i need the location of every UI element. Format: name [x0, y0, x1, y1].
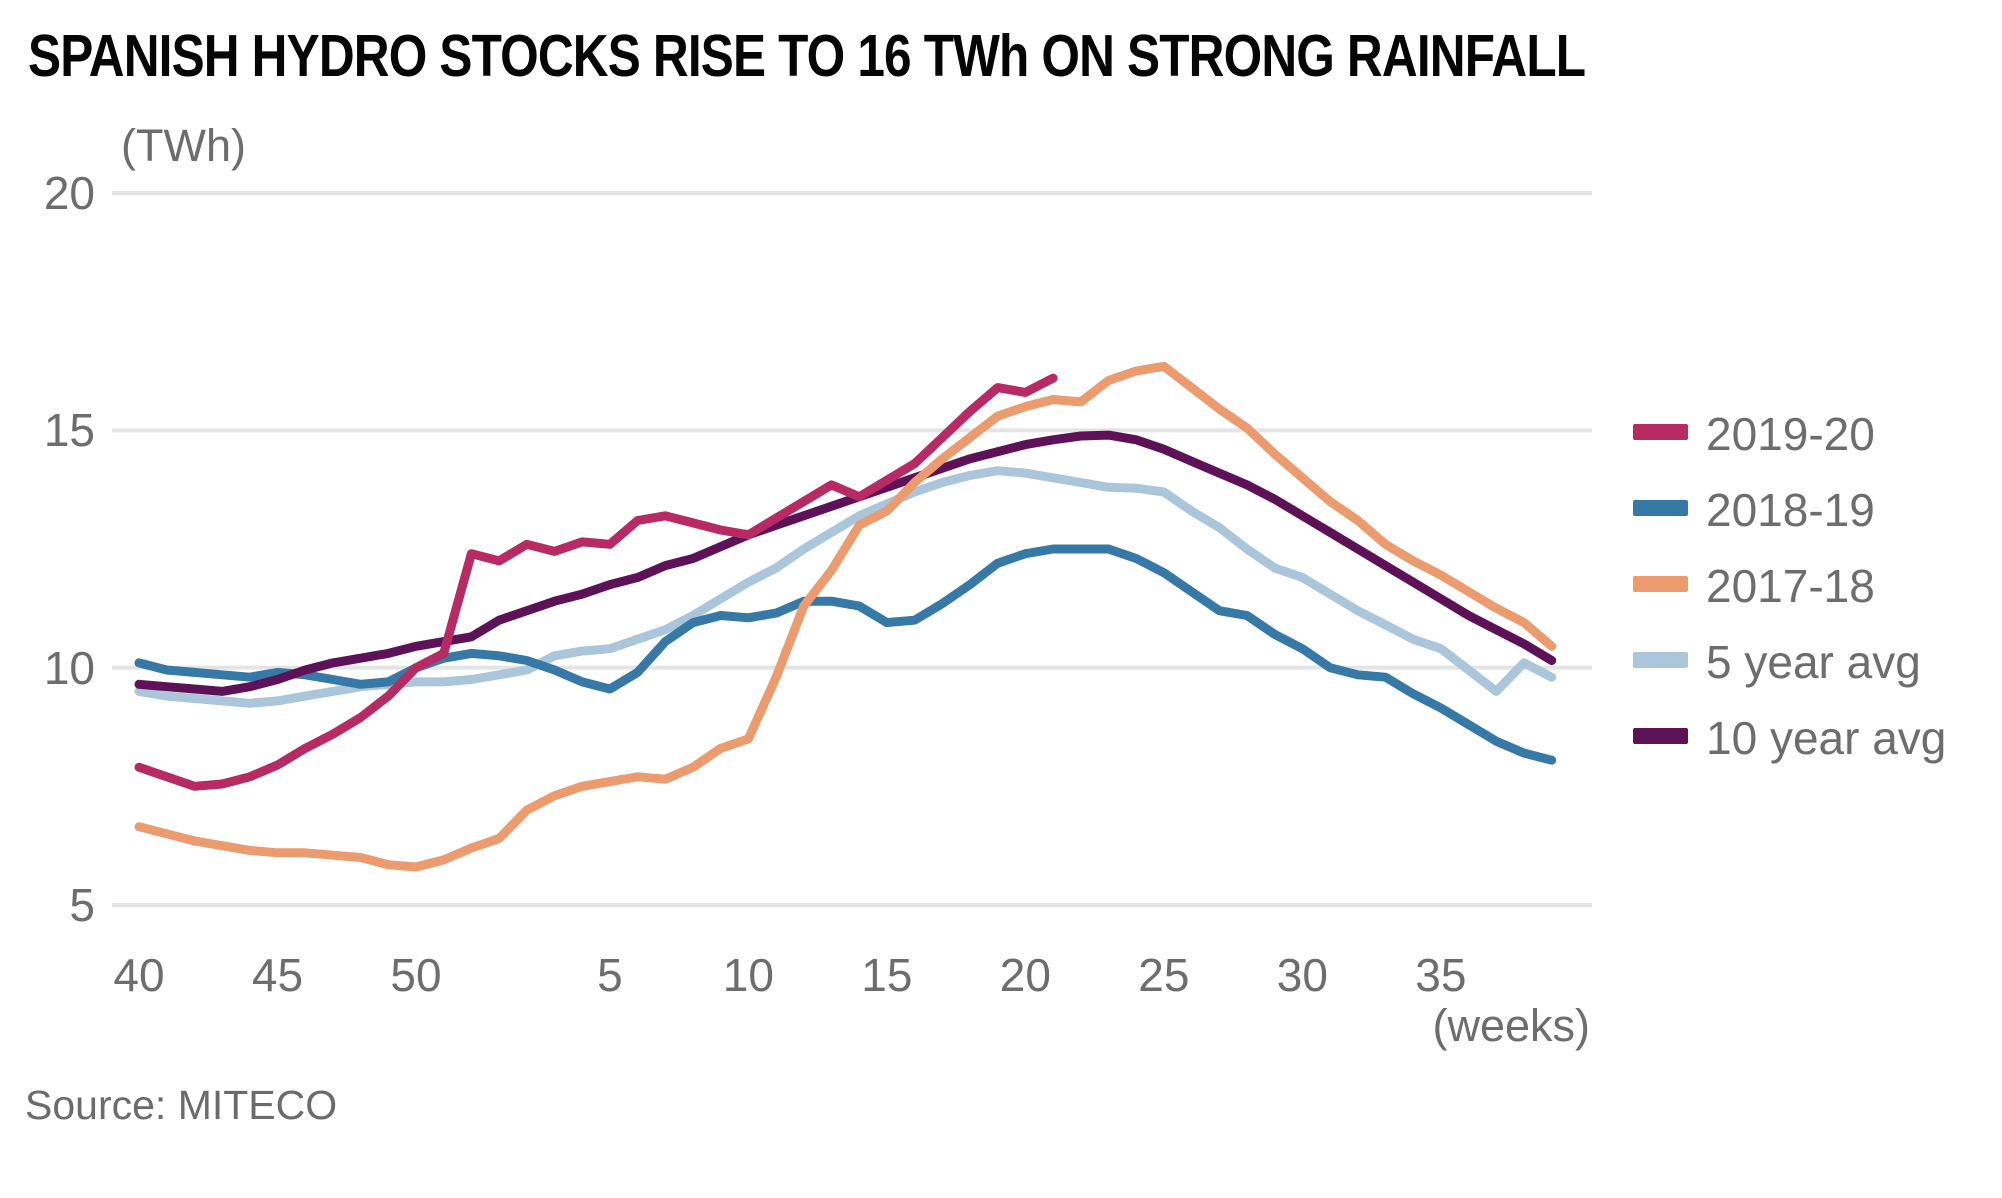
legend-label-2017-18: 2017-18	[1706, 560, 1875, 612]
legend-label-2019-20: 2019-20	[1706, 408, 1875, 460]
x-tick-label-week-25: 25	[1138, 949, 1190, 1001]
x-tick-label-week-30: 30	[1276, 949, 1328, 1001]
y-tick-label-10: 10	[43, 641, 95, 694]
x-tick-label-week-20: 20	[999, 949, 1051, 1001]
y-axis-unit-label: (TWh)	[121, 120, 246, 171]
legend-swatch-10-year-avg	[1633, 728, 1688, 744]
x-tick-label-week-5: 5	[597, 949, 623, 1001]
chart-title: SPANISH HYDRO STOCKS RISE TO 16 TWh ON S…	[28, 23, 1586, 89]
x-tick-label-week-10: 10	[722, 949, 774, 1001]
legend-swatch-5-year-avg	[1633, 652, 1688, 668]
x-tick-label-week-45: 45	[251, 949, 304, 1001]
legend-label-2018-19: 2018-19	[1706, 484, 1875, 536]
y-tick-label-20: 20	[43, 167, 95, 219]
x-tick-label-week-40: 40	[113, 949, 165, 1001]
series-line-2018-19	[134, 544, 1557, 765]
source-credit: Source: MITECO	[25, 1082, 338, 1128]
legend-swatch-2018-19	[1633, 500, 1688, 516]
legend-label-5-year-avg: 5 year avg	[1706, 636, 1921, 688]
series-line-10-year-avg	[134, 430, 1557, 696]
x-tick-label-week-35: 35	[1415, 949, 1467, 1001]
series-line-2017-18	[134, 361, 1557, 872]
x-axis-unit-label: (weeks)	[1432, 1000, 1590, 1051]
legend-label-10-year-avg: 10 year avg	[1706, 712, 1947, 764]
y-tick-label-15: 15	[43, 404, 95, 457]
x-tick-label-week-15: 15	[861, 949, 913, 1001]
x-tick-label-week-50: 50	[390, 949, 442, 1001]
y-tick-label-5: 5	[69, 879, 95, 931]
legend-swatch-2017-18	[1633, 576, 1688, 592]
series-line-2019-20	[134, 373, 1058, 791]
legend-swatch-2019-20	[1633, 424, 1688, 440]
